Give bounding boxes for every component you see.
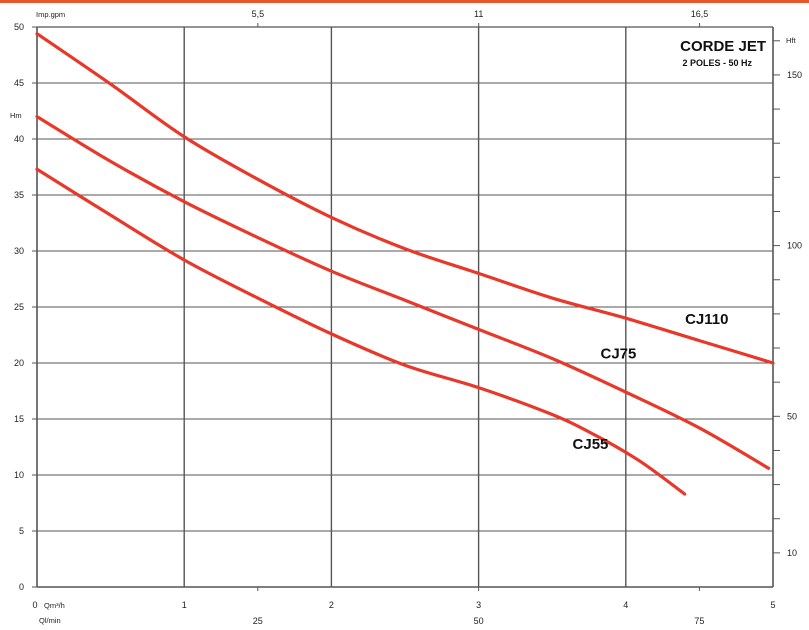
y-left-tick-label: 50 bbox=[14, 22, 24, 32]
x-top-unit-label: Imp.gpm bbox=[36, 10, 65, 19]
labels: CJ110 CJ75 CJ55 bbox=[573, 311, 729, 453]
y-left-tick-label: 40 bbox=[14, 134, 24, 144]
series-line-cj75 bbox=[35, 115, 771, 470]
y-left-tick-label: 20 bbox=[14, 358, 24, 368]
x-top-tick-label: 11 bbox=[474, 9, 483, 19]
x-secondary-unit-label: Ql/min bbox=[39, 616, 61, 625]
x-secondary-tick-label: 75 bbox=[694, 616, 704, 626]
y-left-tick-label: 15 bbox=[14, 414, 24, 424]
y-left-tick-label: 10 bbox=[14, 470, 24, 480]
curves bbox=[35, 32, 775, 496]
x-tick-label: 1 bbox=[182, 600, 187, 610]
series-line-cj110 bbox=[35, 32, 775, 365]
top-accent-bar bbox=[0, 0, 809, 3]
chart-title: CORDE JET bbox=[680, 38, 766, 55]
x-tick-label: 4 bbox=[623, 600, 628, 610]
y-right-tick-label: 150 bbox=[787, 70, 802, 80]
y-left-unit-label: Hm bbox=[10, 111, 22, 120]
y-left-tick-label: 25 bbox=[14, 302, 24, 312]
series-label-cj55: CJ55 bbox=[573, 436, 609, 453]
series-label-cj110: CJ110 bbox=[685, 311, 728, 328]
x-tick-label: 0 bbox=[32, 600, 37, 610]
y-right-tick-label: 100 bbox=[787, 241, 802, 251]
grid bbox=[36, 26, 774, 588]
x-secondary-tick-label: 25 bbox=[253, 616, 263, 626]
y-right-tick-label: 10 bbox=[787, 548, 797, 558]
x-tick-label: 5 bbox=[770, 600, 775, 610]
y-left-tick-label: 0 bbox=[19, 582, 24, 592]
x-tick-label: 3 bbox=[476, 600, 481, 610]
y-right-unit-label: Hft bbox=[786, 36, 797, 45]
y-left-tick-label: 30 bbox=[14, 246, 24, 256]
x-top-tick-label: 16,5 bbox=[691, 9, 709, 19]
x-secondary-tick-label: 50 bbox=[474, 616, 484, 626]
x-unit-label: Qm³/h bbox=[44, 601, 65, 610]
x-top-tick-label: 5,5 bbox=[252, 9, 265, 19]
y-right-tick-label: 50 bbox=[787, 411, 797, 421]
y-left-tick-label: 35 bbox=[14, 190, 24, 200]
series-line-cj55 bbox=[35, 167, 687, 496]
x-tick-label: 2 bbox=[329, 600, 334, 610]
series-label-cj75: CJ75 bbox=[601, 346, 637, 363]
chart-subtitle: 2 POLES - 50 Hz bbox=[682, 58, 752, 68]
y-left-tick-label: 5 bbox=[19, 526, 24, 536]
y-left-tick-label: 45 bbox=[14, 78, 24, 88]
